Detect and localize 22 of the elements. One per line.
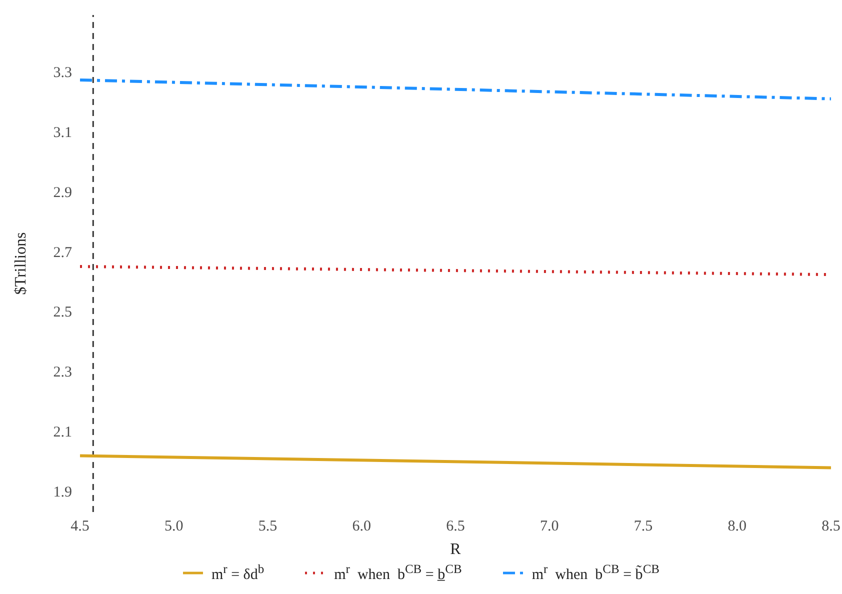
x-tick-label: 8.0 bbox=[728, 518, 746, 535]
y-tick-label: 2.3 bbox=[53, 364, 72, 381]
y-tick-label: 1.9 bbox=[53, 484, 72, 500]
y-tick-label: 2.7 bbox=[53, 244, 72, 261]
legend-label: m$^{r}$ when b$^{CB}$ = b̲$^{CB}$ bbox=[334, 562, 462, 584]
x-tick-label: 6.0 bbox=[352, 518, 371, 535]
y-tick-label: 3.3 bbox=[53, 65, 72, 82]
y-axis-title: $Trillions bbox=[12, 232, 30, 295]
y-tick-label: 3.1 bbox=[53, 125, 72, 142]
y-tick-label: 2.5 bbox=[53, 304, 72, 321]
legend-label: m$^{r}$ when b$^{CB}$ = b̃$^{CB}$ bbox=[532, 562, 660, 584]
legend-label: m$^{r}$ = δd$^{b}$ bbox=[212, 562, 264, 584]
y-tick-label: 2.1 bbox=[53, 424, 72, 440]
x-axis-title: R bbox=[450, 541, 462, 558]
x-tick-label: 5.0 bbox=[164, 518, 184, 535]
x-tick-label: 7.0 bbox=[540, 518, 559, 535]
y-tick-label: 2.9 bbox=[53, 184, 72, 201]
x-tick-label: 7.5 bbox=[634, 518, 653, 535]
x-tick-label: 8.5 bbox=[822, 518, 840, 535]
x-tick-label: 5.5 bbox=[258, 518, 278, 535]
x-tick-label: 6.5 bbox=[446, 518, 465, 535]
x-tick-label: 4.5 bbox=[70, 518, 90, 535]
